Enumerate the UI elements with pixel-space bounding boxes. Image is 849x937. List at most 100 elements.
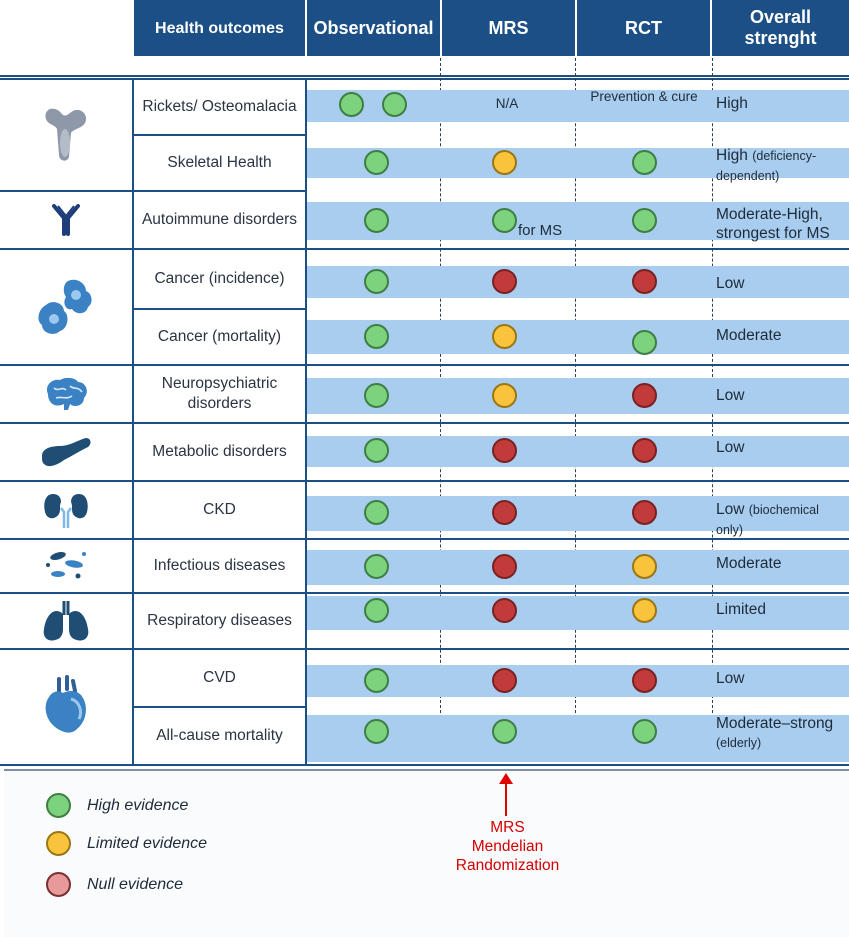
header-overall-strength: Overall strenght (712, 0, 849, 56)
mrs-annotation-line3: Randomization (455, 857, 560, 874)
grid-hline (0, 248, 849, 250)
overall-strength-label: High (716, 147, 748, 164)
evidence-dot-observational (364, 668, 389, 693)
evidence-dot-observational (364, 269, 389, 294)
header-rct: RCT (577, 0, 710, 56)
legend-limited: Limited evidence (46, 831, 207, 856)
outcome-name: Skeletal Health (167, 154, 272, 171)
overall-strength-qualifier: (biochemical only) (716, 503, 819, 537)
annotation-arrow-head (499, 773, 513, 784)
evidence-dot-observational (339, 92, 364, 117)
grid-hline (0, 592, 849, 594)
overall-strength: Low (716, 669, 848, 688)
overall-strength-label: Low (716, 387, 745, 404)
evidence-dot-mrs (492, 438, 517, 463)
row-band (307, 148, 849, 178)
legend-high-dot (46, 793, 71, 818)
overall-strength: Low (716, 438, 848, 457)
overall-strength: High (716, 94, 848, 113)
mrs-note: for MS (518, 222, 563, 239)
outcome-name: Rickets/ Osteomalacia (142, 98, 297, 115)
grid-hline (0, 648, 849, 650)
evidence-dot-mrs (492, 269, 517, 294)
evidence-dot-rct (632, 668, 657, 693)
evidence-dot-mrs (492, 554, 517, 579)
outcome-name: CVD (203, 669, 236, 686)
legend-limited-label: Limited evidence (87, 834, 208, 852)
evidence-dot-rct (632, 330, 657, 355)
evidence-dot-rct (632, 719, 657, 744)
outcome-name: Cancer (incidence) (154, 270, 285, 287)
overall-strength: Moderate (716, 326, 848, 345)
evidence-dot-observational (364, 500, 389, 525)
outcome-name: Respiratory diseases (147, 612, 292, 629)
outcome-name: CKD (203, 501, 236, 518)
header-health-outcomes: Health outcomes (134, 0, 305, 56)
mrs-text: N/A (495, 96, 519, 111)
evidence-dot-mrs (492, 208, 517, 233)
overall-strength-label: Low (716, 275, 745, 292)
overall-strength: Moderate–strong (elderly) (716, 714, 848, 753)
legend-high: High evidence (46, 793, 188, 818)
overall-strength: Moderate (716, 554, 848, 573)
row-band (307, 715, 849, 762)
overall-strength: Low (716, 274, 848, 293)
grid-hline (0, 78, 849, 80)
evidence-dot-observational (364, 383, 389, 408)
outcome-name: Autoimmune disorders (141, 211, 298, 228)
mrs-annotation: MRS Mendelian Randomization (430, 818, 585, 875)
evidence-dot-mrs (492, 500, 517, 525)
evidence-dot-mrs (492, 150, 517, 175)
grid-hline (0, 480, 849, 482)
grid-hline (0, 364, 849, 366)
evidence-dot-rct (632, 554, 657, 579)
evidence-dot-mrs (492, 383, 517, 408)
overall-strength-label: Low (716, 501, 745, 518)
overall-strength-qualifier: (deficiency-dependent) (716, 149, 817, 183)
outcome-name: Infectious diseases (153, 557, 286, 574)
evidence-dot-observational (364, 208, 389, 233)
outcome-name: Metabolic disorders (152, 443, 287, 460)
outcome-name: Cancer (mortality) (157, 328, 282, 345)
overall-strength-qualifier: (elderly) (716, 736, 762, 750)
legend-null-label: Null evidence (87, 875, 184, 893)
heart-icon (0, 650, 132, 762)
overall-strength-label: Moderate (716, 327, 782, 344)
row-band (307, 202, 849, 240)
overall-strength-label: High (716, 95, 748, 112)
evidence-dot-mrs (492, 668, 517, 693)
outcome-name: Neuropsychiatric disorders (161, 375, 278, 412)
legend-limited-dot (46, 831, 71, 856)
evidence-dot-observational (364, 150, 389, 175)
annotation-arrow-line (505, 780, 507, 816)
grid-hline (0, 190, 305, 192)
row-band (307, 665, 849, 697)
evidence-dot-rct (632, 208, 657, 233)
overall-strength-label: Moderate-High, strongest for MS (716, 206, 830, 242)
row-band (307, 496, 849, 531)
legend-high-label: High evidence (87, 796, 189, 814)
evidence-dot-mrs (492, 324, 517, 349)
mrs-annotation-line1: MRS (490, 819, 525, 836)
row-band (307, 596, 849, 630)
outcome-name: All-cause mortality (156, 727, 283, 744)
brain-icon (0, 366, 132, 422)
grid-hline (0, 75, 849, 77)
evidence-dot-rct (632, 269, 657, 294)
overall-strength-label: Moderate (716, 555, 782, 572)
grid-hline (134, 706, 305, 708)
grid-vline (132, 78, 134, 764)
antibody-icon (0, 192, 132, 248)
grid-vline (305, 78, 307, 764)
evidence-dot-rct (632, 598, 657, 623)
evidence-dot-observational (364, 719, 389, 744)
row-band (307, 550, 849, 585)
overall-strength-label: Low (716, 439, 745, 456)
bone-icon (0, 80, 132, 190)
lungs-icon (0, 594, 132, 648)
grid-hline (0, 422, 849, 424)
overall-strength: Moderate-High, strongest for MS (716, 205, 848, 243)
cancer-cell-icon (0, 250, 132, 364)
evidence-dot-observational (382, 92, 407, 117)
grid-hline (134, 134, 305, 136)
